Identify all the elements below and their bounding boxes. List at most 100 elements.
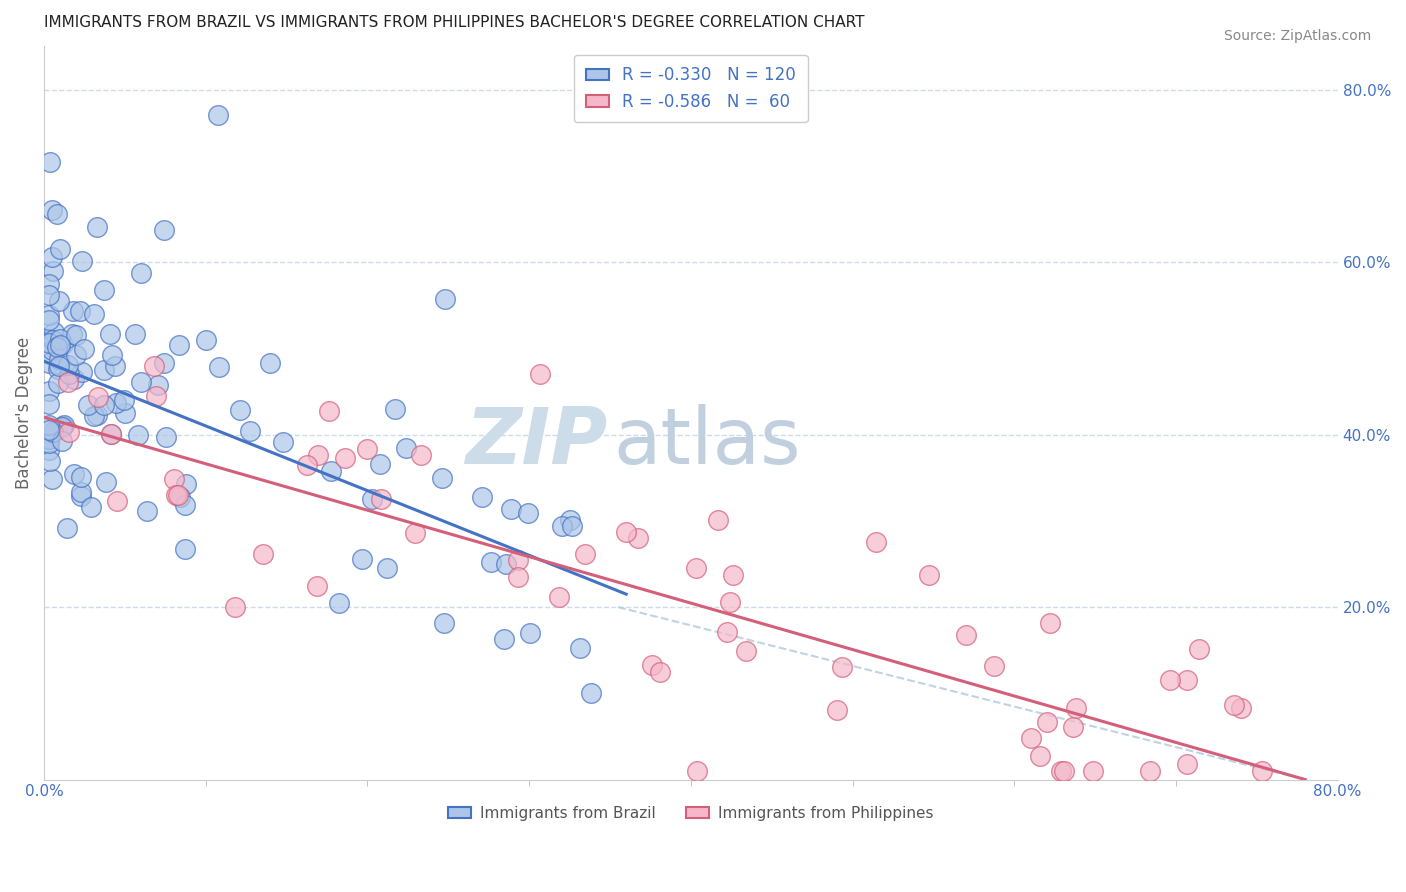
Point	[433, 616, 456, 631]
Point	[318, 404, 340, 418]
Point	[114, 406, 136, 420]
Point	[1035, 714, 1057, 729]
Point	[335, 451, 357, 466]
Point	[1029, 749, 1052, 764]
Point	[39, 154, 62, 169]
Point	[548, 590, 571, 604]
Point	[42, 425, 65, 439]
Point	[65, 348, 87, 362]
Point	[38, 288, 60, 302]
Point	[361, 491, 384, 506]
Point	[1019, 731, 1042, 745]
Point	[129, 376, 152, 390]
Point	[529, 367, 551, 381]
Point	[114, 392, 136, 407]
Point	[516, 506, 538, 520]
Point	[77, 398, 100, 412]
Point	[93, 283, 115, 297]
Point	[60, 326, 83, 341]
Point	[38, 277, 60, 292]
Point	[718, 595, 741, 609]
Point	[101, 348, 124, 362]
Point	[105, 494, 128, 508]
Point	[38, 417, 60, 432]
Point	[38, 443, 60, 458]
Point	[641, 657, 664, 672]
Point	[153, 223, 176, 237]
Point	[471, 490, 494, 504]
Point	[716, 625, 738, 640]
Point	[1188, 641, 1211, 656]
Text: Source: ZipAtlas.com: Source: ZipAtlas.com	[1223, 29, 1371, 43]
Point	[165, 488, 187, 502]
Point	[41, 343, 63, 358]
Point	[174, 499, 197, 513]
Text: atlas: atlas	[613, 404, 801, 481]
Point	[574, 547, 596, 561]
Point	[501, 502, 523, 516]
Point	[239, 424, 262, 438]
Point	[51, 337, 73, 351]
Point	[42, 334, 65, 348]
Point	[271, 435, 294, 450]
Point	[208, 359, 231, 374]
Point	[143, 359, 166, 374]
Point	[1159, 673, 1181, 688]
Point	[328, 597, 350, 611]
Point	[41, 251, 63, 265]
Point	[174, 542, 197, 557]
Point	[305, 579, 328, 593]
Point	[38, 432, 60, 446]
Point	[38, 384, 60, 399]
Point	[58, 367, 80, 381]
Point	[38, 423, 60, 437]
Point	[685, 561, 707, 575]
Point	[83, 307, 105, 321]
Point	[207, 108, 229, 122]
Point	[83, 409, 105, 423]
Text: IMMIGRANTS FROM BRAZIL VS IMMIGRANTS FROM PHILIPPINES BACHELOR'S DEGREE CORRELAT: IMMIGRANTS FROM BRAZIL VS IMMIGRANTS FRO…	[44, 15, 865, 30]
Point	[39, 454, 62, 468]
Point	[104, 359, 127, 373]
Point	[384, 401, 406, 416]
Point	[194, 333, 217, 347]
Point	[129, 266, 152, 280]
Point	[1175, 673, 1198, 688]
Point	[735, 644, 758, 658]
Point	[1250, 764, 1272, 778]
Point	[69, 304, 91, 318]
Point	[983, 658, 1005, 673]
Point	[86, 219, 108, 234]
Point	[706, 513, 728, 527]
Point	[614, 524, 637, 539]
Point	[350, 551, 373, 566]
Point	[51, 420, 73, 434]
Point	[48, 339, 70, 353]
Point	[100, 427, 122, 442]
Point	[506, 553, 529, 567]
Point	[46, 362, 69, 376]
Point	[41, 472, 63, 486]
Point	[124, 326, 146, 341]
Point	[42, 325, 65, 339]
Point	[70, 470, 93, 484]
Point	[297, 458, 319, 472]
Point	[96, 475, 118, 489]
Point	[48, 293, 70, 308]
Y-axis label: Bachelor's Degree: Bachelor's Degree	[15, 337, 32, 489]
Point	[252, 547, 274, 561]
Point	[411, 449, 433, 463]
Point	[558, 513, 581, 527]
Point	[146, 378, 169, 392]
Point	[70, 254, 93, 268]
Point	[259, 356, 281, 370]
Point	[46, 376, 69, 390]
Point	[395, 441, 418, 455]
Point	[49, 242, 72, 256]
Point	[136, 504, 159, 518]
Point	[224, 600, 246, 615]
Point	[56, 358, 79, 372]
Point	[432, 471, 454, 485]
Point	[63, 372, 86, 386]
Point	[627, 531, 650, 545]
